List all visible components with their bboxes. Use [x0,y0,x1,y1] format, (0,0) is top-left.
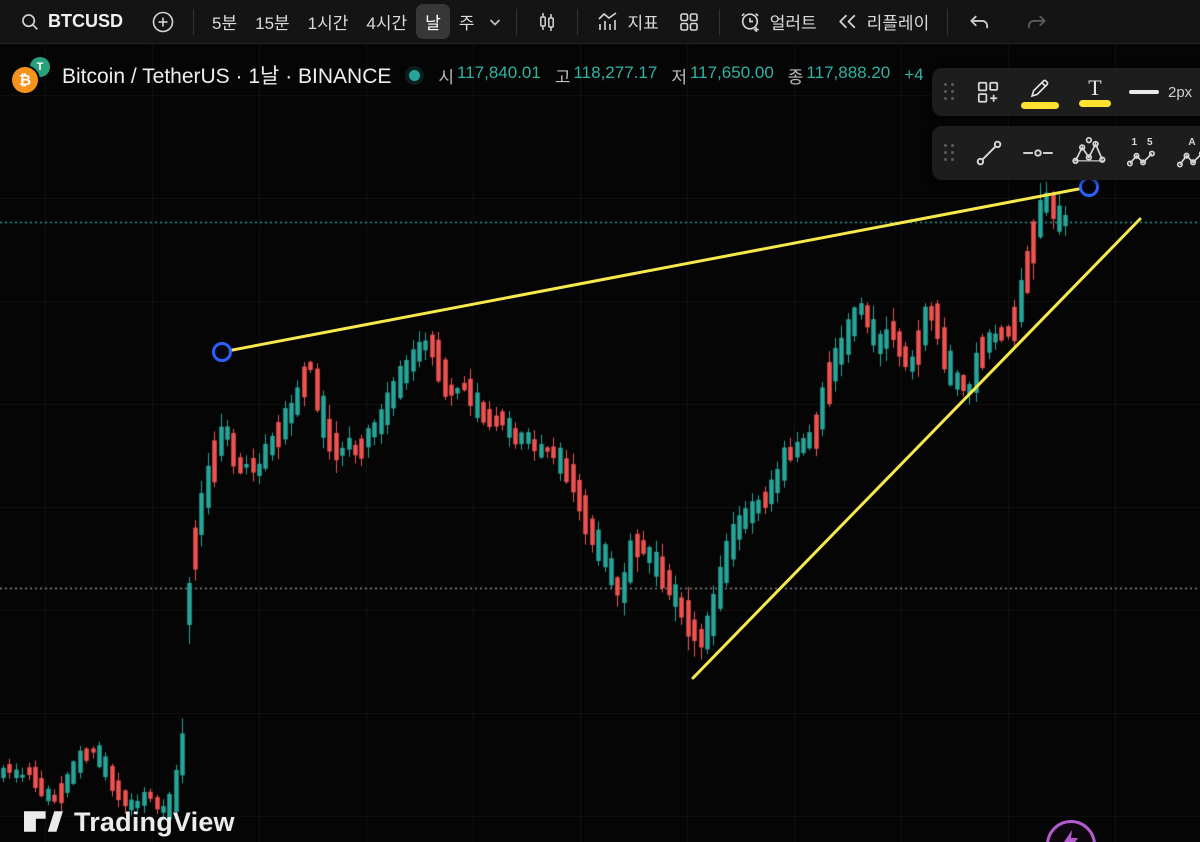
trend-line-tool[interactable] [965,135,1013,171]
line-width-button[interactable]: 2px [1121,84,1200,101]
high-label: 고 [554,67,571,87]
text-color-button[interactable]: T [1069,76,1121,109]
replay-label: 리플레이 [866,14,930,33]
toolbar-divider [718,8,720,35]
xabcd-pattern-tool[interactable] [1063,134,1117,172]
open-value: 117,840.01 [457,62,541,82]
text-color-swatch [1079,99,1111,107]
pencil-icon [1030,79,1049,97]
horizontal-line-icon [1023,149,1053,157]
timeframe-1d[interactable]: 날 [416,4,450,39]
timeframe-1w[interactable]: 주 [458,14,475,33]
undo-button[interactable] [957,4,1001,40]
xabcd-pattern-icon [1072,136,1106,165]
timeframe-4h[interactable]: 4시간 [366,14,408,33]
tradingview-logo-icon [24,811,63,832]
undo-icon [970,15,989,28]
alert-label: 얼러트 [769,14,817,33]
lightning-icon [1064,830,1078,842]
line-width-sample [1129,90,1159,94]
horizontal-line-tool[interactable] [1013,135,1063,171]
alert-button[interactable]: 얼러트 [729,4,826,39]
elliott-wave-tool[interactable]: 1 5 [1117,136,1167,171]
timeframe-menu-button[interactable] [483,9,507,35]
low-value: 117,650.00 [689,62,774,82]
chart-style-button[interactable] [526,5,568,39]
replay-icon [835,9,860,34]
trendline-lower[interactable] [691,217,1142,680]
wave-label-1: 1 [1131,136,1137,148]
tradingview-watermark[interactable]: TradingView [24,804,235,840]
toolbar-divider [516,8,518,35]
drag-handle[interactable] [932,144,965,162]
abcd-pattern-icon [1176,150,1200,168]
trendline-upper[interactable] [220,185,1091,354]
object-tree-icon [977,81,999,103]
line-color-button[interactable] [1011,74,1069,111]
add-symbol-button[interactable] [142,5,184,39]
candle-style-icon [540,12,555,31]
ohlc-values: 시 117,840.01 고 118,277.17 저 117,650.00 종 117… [438,63,923,88]
object-tree-button[interactable] [965,77,1011,107]
toolbar-divider [193,8,194,35]
change-value: +4 [904,65,924,84]
pair-logo: T ₿ [12,57,50,93]
abcd-pattern-tool[interactable]: A [1167,135,1200,172]
bitcoin-logo: ₿ [12,67,38,93]
timeframe-15m[interactable]: 15분 [255,14,290,33]
indicators-button[interactable]: 지표 [587,4,667,39]
line-color-swatch [1021,101,1059,109]
top-toolbar: BTCUSD 5분 15분 1시간 4시간 날 주 [0,0,1200,44]
replay-button[interactable]: 리플레이 [826,4,939,39]
alert-icon [738,9,763,34]
trendline-anchor-end[interactable] [1079,177,1099,197]
toolbar-divider [947,8,949,35]
market-status-dot[interactable] [409,69,421,81]
drawing-style-palette: T 2px [932,68,1200,116]
text-tool-icon: T [1088,74,1102,100]
elliott-wave-icon [1126,150,1155,167]
tradingview-brand-text: TradingView [74,806,235,837]
layout-grid-button[interactable] [668,5,710,39]
redo-icon [1028,15,1047,28]
redo-button[interactable] [1015,4,1059,40]
low-label: 저 [671,67,687,87]
wave-label-5: 5 [1147,136,1153,148]
timeframe-1h[interactable]: 1시간 [307,14,349,33]
symbol-title[interactable]: Bitcoin / TetherUS · 1날 · BINANCE [62,65,392,88]
indicators-icon [596,10,620,34]
line-width-label: 2px [1168,83,1193,101]
layout-grid-icon [679,12,698,31]
trend-line-icon [976,140,1002,166]
wave-label-a: A [1188,136,1196,148]
search-icon [19,11,41,33]
indicators-label: 지표 [627,14,659,33]
timeframe-5m[interactable]: 5분 [212,14,238,33]
close-value: 117,888.20 [806,62,891,82]
symbol-search-button[interactable]: BTCUSD [10,6,132,38]
high-value: 118,277.17 [573,62,658,82]
trendline-anchor-start[interactable] [212,342,232,362]
drag-handle[interactable] [932,83,965,101]
plus-circle-icon [152,11,174,32]
symbol-name: BTCUSD [48,11,123,31]
close-label: 종 [787,67,804,87]
toolbar-divider [577,8,579,35]
drawing-tools-palette: 1 5 A [932,126,1200,180]
open-label: 시 [438,67,455,87]
chevron-down-icon [490,18,501,26]
